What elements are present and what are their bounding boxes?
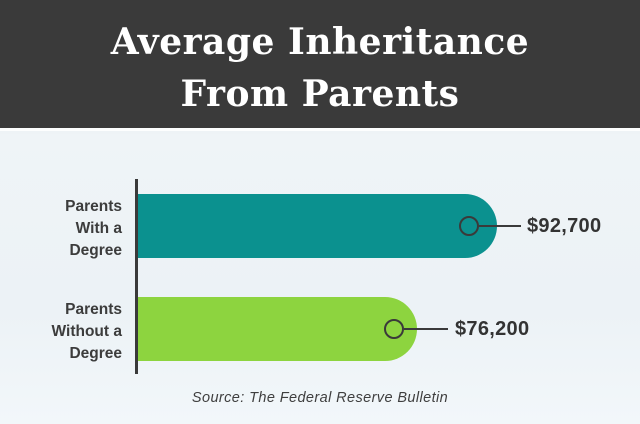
category-label-line: Without a [51,323,122,340]
value-label-without-degree: $76,200 [455,318,530,340]
data-point-marker-with-degree [459,216,479,236]
category-label-line: Degree [69,345,122,362]
leader-line-without-degree [404,328,448,330]
category-label-line: Parents [65,301,122,318]
bar-with-degree [138,194,497,258]
y-axis-line [135,179,138,374]
chart-title-line1: Average Inheritance [110,21,530,63]
header-band: Average Inheritance From Parents [0,0,640,131]
data-point-marker-without-degree [384,319,404,339]
chart-title: Average Inheritance From Parents [0,16,640,120]
value-label-with-degree: $92,700 [527,215,602,237]
category-label-line: Parents [65,198,122,215]
bar-without-degree [138,297,417,361]
chart-area: Parents With a Degree $92,700 Parents Wi… [0,134,640,424]
chart-title-line2: From Parents [180,73,460,115]
category-label-with-degree: Parents With a Degree [0,196,122,262]
source-attribution: Source: The Federal Reserve Bulletin [191,390,449,406]
category-label-without-degree: Parents Without a Degree [0,299,122,365]
category-label-line: Degree [69,242,122,259]
category-label-line: With a [75,220,122,237]
leader-line-with-degree [479,225,521,227]
